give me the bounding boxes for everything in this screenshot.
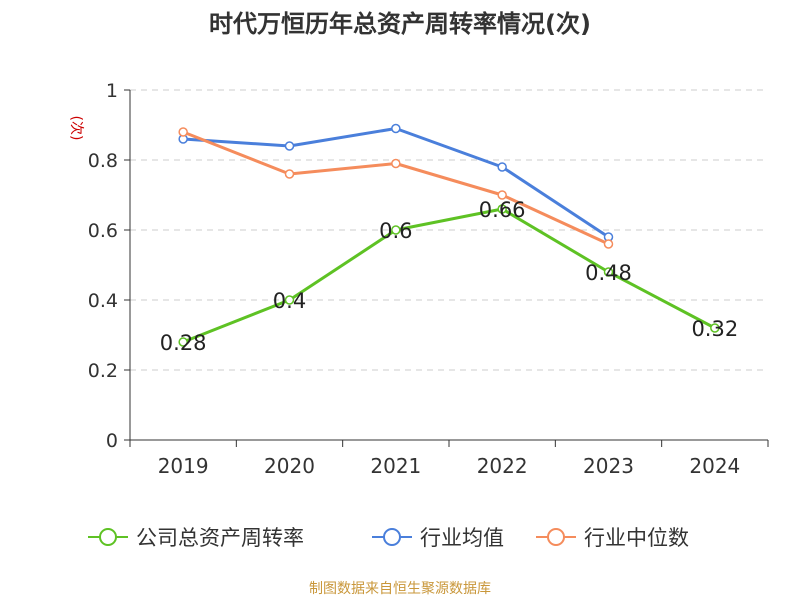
x-tick-label: 2024 <box>689 454 740 478</box>
data-label: 0.28 <box>160 331 207 355</box>
data-point[interactable] <box>603 267 614 277</box>
axes: 0 0.2 0.4 0.6 0.8 1 2019 2020 2021 2022 2023 2024 <box>88 80 769 478</box>
chart-title: 时代万恒历年总资产周转率情况(次) <box>209 10 591 38</box>
legend-item-industry-median[interactable]: 行业中位数 <box>536 520 689 554</box>
data-point[interactable] <box>497 162 507 172</box>
data-point[interactable] <box>710 323 720 333</box>
legend-label: 公司总资产周转率 <box>136 526 304 550</box>
data-label: 0.6 <box>379 219 412 243</box>
grid <box>130 89 768 371</box>
series <box>178 123 720 347</box>
y-tick-label: 0.8 <box>88 150 118 172</box>
y-tick-label: 0 <box>106 430 118 452</box>
legend-label: 行业中位数 <box>584 526 689 550</box>
y-axis-label: (次) <box>68 116 84 141</box>
data-point[interactable] <box>284 169 295 179</box>
data-point[interactable] <box>391 225 401 235</box>
data-label: 0.4 <box>273 289 306 313</box>
x-tick-label: 2023 <box>583 454 634 478</box>
legend-line-icon <box>372 528 412 546</box>
data-label: 0.32 <box>691 317 738 341</box>
data-point[interactable] <box>284 295 295 305</box>
data-point[interactable] <box>391 123 401 134</box>
legend-line-icon <box>536 528 576 546</box>
legend-label: 行业均值 <box>420 526 504 550</box>
data-point[interactable] <box>391 158 401 169</box>
source-note: 制图数据来自恒生聚源数据库 <box>309 581 491 597</box>
data-label: 0.66 <box>479 198 526 222</box>
y-tick-label: 1 <box>106 80 118 102</box>
data-label: 0.48 <box>585 261 632 285</box>
legend-item-company[interactable]: 公司总资产周转率 <box>88 520 304 554</box>
data-labels: 0.28 0.4 0.6 0.66 0.48 0.32 <box>160 198 738 355</box>
legend-line-icon <box>88 528 128 546</box>
data-point[interactable] <box>178 337 188 347</box>
x-tick-label: 2021 <box>370 454 421 478</box>
y-tick-label: 0.2 <box>88 360 118 382</box>
data-point[interactable] <box>497 190 507 200</box>
data-point[interactable] <box>284 141 295 151</box>
y-tick-label: 0.6 <box>88 220 118 242</box>
data-point[interactable] <box>497 204 507 214</box>
y-tick-label: 0.4 <box>88 290 118 312</box>
series-line <box>182 207 716 344</box>
x-tick-label: 2022 <box>477 454 528 478</box>
legend-item-industry-mean[interactable]: 行业均值 <box>372 520 504 554</box>
x-tick-label: 2020 <box>264 454 315 478</box>
data-point[interactable] <box>178 127 188 137</box>
x-tick-label: 2019 <box>158 454 209 478</box>
data-point[interactable] <box>603 239 614 249</box>
